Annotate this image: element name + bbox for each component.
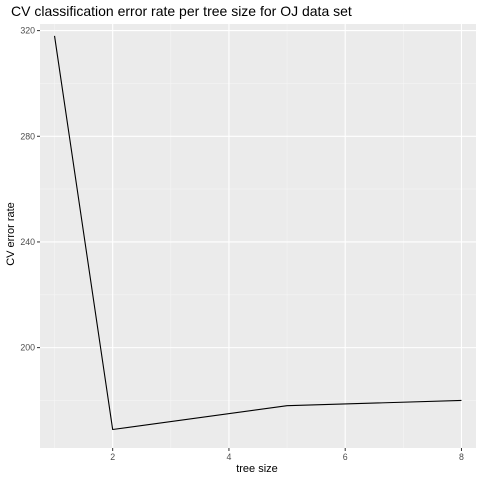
- series-line: [53, 35, 462, 431]
- x-tick-label: 2: [110, 452, 115, 462]
- x-tick-label: 4: [226, 452, 231, 462]
- x-tick-label: 6: [343, 452, 348, 462]
- y-tick-label: 280: [20, 131, 35, 141]
- x-tick-label: 8: [459, 452, 464, 462]
- y-tick-label: 320: [20, 26, 35, 36]
- plot-panel: [40, 24, 476, 448]
- chart-title: CV classification error rate per tree si…: [11, 3, 352, 19]
- y-tick-label: 240: [20, 237, 35, 247]
- y-axis-label: CV error rate: [5, 202, 17, 266]
- plot-area: 2 4 6 8 200 240 280 320: [20, 24, 476, 462]
- x-axis-label: tree size: [236, 463, 278, 475]
- y-tick-label: 200: [20, 343, 35, 353]
